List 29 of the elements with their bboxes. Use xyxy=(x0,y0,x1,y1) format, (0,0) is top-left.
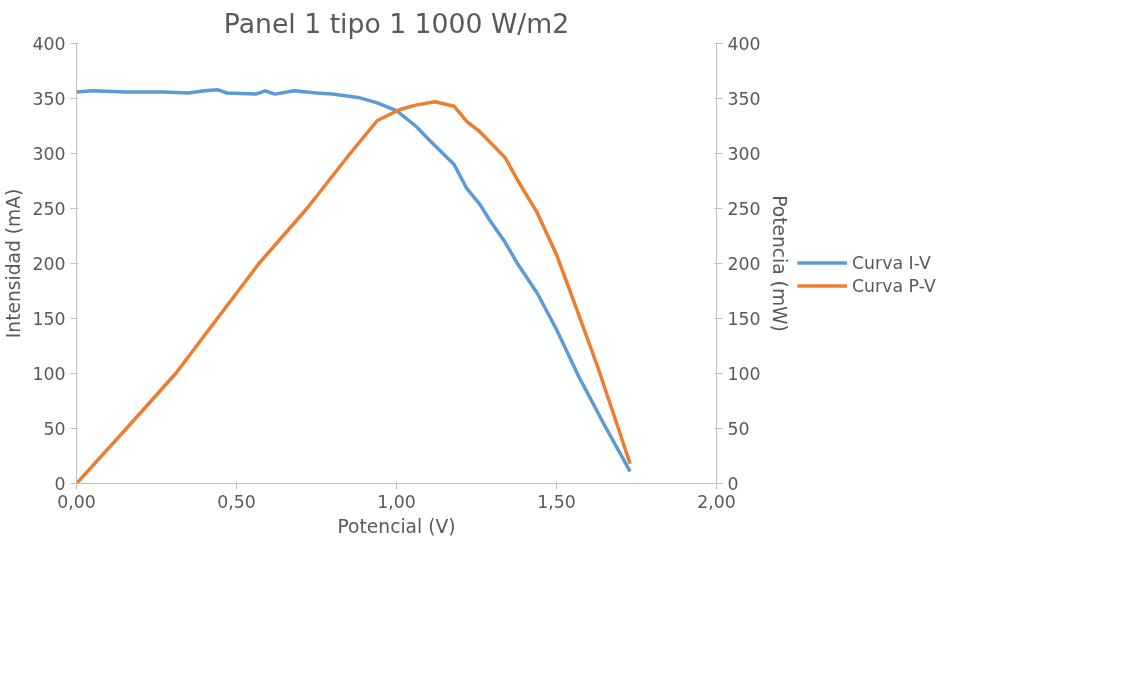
y2-axis-title: Potencia (mW) xyxy=(768,195,790,332)
x-tick-label: 0,00 xyxy=(57,491,96,512)
x-tick-label: 1,50 xyxy=(537,491,576,512)
x-tick-label: 0,50 xyxy=(217,491,256,512)
legend-label: Curva I-V xyxy=(852,252,931,272)
chart-title: Panel 1 tipo 1 1000 W/m2 xyxy=(223,7,570,39)
y2-tick-label: 100 xyxy=(727,364,761,384)
y-tick-label: 50 xyxy=(43,419,66,439)
y2-tick-label: 50 xyxy=(727,419,750,439)
y2-tick-label: 350 xyxy=(727,89,761,109)
x-tick-label: 2,00 xyxy=(697,491,736,512)
x-tick-label: 1,00 xyxy=(377,491,416,512)
y-tick-label: 350 xyxy=(32,89,66,109)
y-tick-label: 400 xyxy=(32,34,66,54)
legend-label: Curva P-V xyxy=(852,275,936,295)
y-axis-title: Intensidad (mA) xyxy=(3,188,25,339)
y2-tick-label: 400 xyxy=(727,34,761,54)
y2-tick-label: 0 xyxy=(727,474,739,494)
y2-tick-label: 200 xyxy=(727,254,761,274)
y2-tick-label: 250 xyxy=(727,199,761,219)
y-tick-label: 0 xyxy=(54,474,66,494)
y-tick-label: 200 xyxy=(32,254,66,274)
y-tick-label: 300 xyxy=(32,144,66,164)
x-axis-title: Potencial (V) xyxy=(337,515,456,537)
y-tick-label: 150 xyxy=(32,309,66,329)
y2-tick-label: 150 xyxy=(727,309,761,329)
y-tick-label: 250 xyxy=(32,199,66,219)
y-tick-label: 100 xyxy=(32,364,66,384)
y2-tick-label: 300 xyxy=(727,144,761,164)
